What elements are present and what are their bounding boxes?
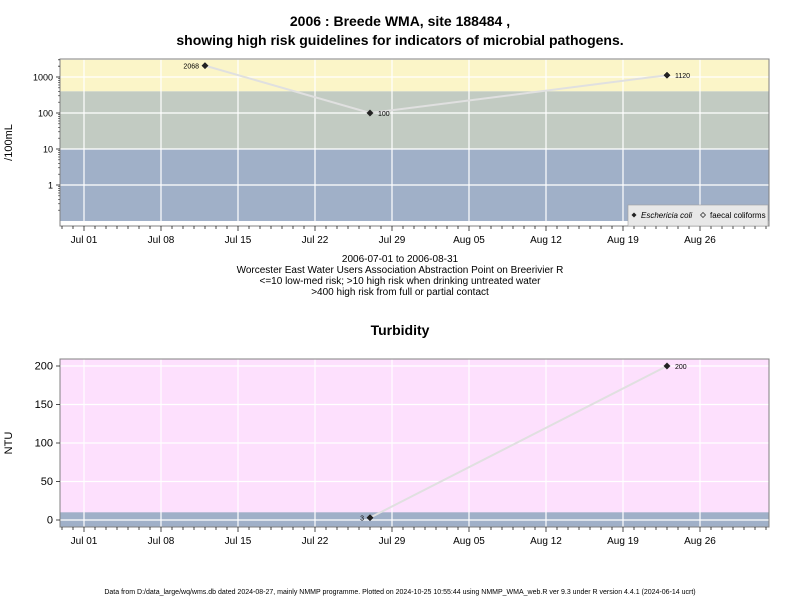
microbial-chart: Jul 01 Jul 08 Jul 15 Jul 22 Jul 29 Aug 05 Aug … [3, 58, 770, 246]
data-point [201, 62, 209, 70]
data-label: 1120 [675, 73, 690, 80]
data-point [663, 71, 671, 79]
y-tick-label: 1000 [33, 73, 53, 83]
x-tick-label: Aug 12 [530, 536, 562, 547]
y-tick-label: 100 [35, 438, 53, 450]
legend-marker-ecoli [631, 212, 637, 218]
plot-frame [59, 58, 770, 227]
data-point [663, 362, 671, 370]
x-tick-label: Aug 05 [453, 235, 485, 246]
footer-note: Data from D:/data_large/wq/wms.db dated … [104, 589, 696, 596]
data-label: 100 [378, 111, 390, 118]
data-label: 2068 [183, 64, 199, 71]
data-label: 3 [360, 516, 364, 523]
risk-band-1 [60, 91, 769, 149]
x-tick-label: Jul 29 [379, 235, 406, 246]
y-tick-label: 200 [35, 361, 53, 373]
x-tick-label: Jul 08 [148, 536, 175, 547]
legend-box [627, 204, 769, 227]
y-tick-label: 150 [35, 399, 53, 411]
y-tick-label: 1 [48, 181, 53, 191]
y-tick-label: 100 [38, 109, 53, 119]
x-tick-label: Jul 22 [302, 536, 329, 547]
x-tick-label: Aug 12 [530, 235, 562, 246]
data-point [366, 109, 374, 117]
risk-band-0 [60, 59, 769, 92]
caption-site: Worcester East Water Users Association A… [236, 265, 564, 276]
x-tick-label: Jul 01 [71, 536, 98, 547]
x-tick-label: Jul 15 [225, 536, 252, 547]
caption-contact-risk: >400 high risk from full or partial cont… [311, 287, 489, 298]
y-tick-label: 10 [43, 145, 53, 155]
legend-label-faecal: faecal coliforms [710, 211, 766, 220]
legend: Eschericia coli faecal coliforms [627, 204, 769, 227]
data-label: 200 [675, 364, 687, 371]
y-tick-label: 50 [41, 476, 53, 488]
caption-drinking-risk: <=10 low-med risk; >10 high risk when dr… [259, 276, 541, 287]
x-tick-label: Aug 19 [607, 235, 639, 246]
y-tick-label: 0 [47, 515, 53, 527]
x-tick-label: Jul 01 [71, 235, 98, 246]
legend-marker-faecal [700, 212, 706, 218]
legend-label-ecoli: Eschericia coli [641, 211, 692, 220]
y-axis-label: NTU [3, 432, 15, 455]
x-tick-label: Aug 26 [684, 235, 716, 246]
x-tick-label: Aug 19 [607, 536, 639, 547]
chart-title-line1: 2006 : Breede WMA, site 188484 , [289, 13, 511, 29]
x-tick-label: Jul 08 [148, 235, 175, 246]
series-line [369, 365, 668, 519]
chart-title-line2: showing high risk guidelines for indicat… [176, 32, 624, 48]
caption-date-range: 2006-07-01 to 2006-08-31 [341, 254, 459, 265]
x-tick-label: Jul 15 [225, 235, 252, 246]
x-tick-label: Aug 26 [684, 536, 716, 547]
turbidity-title: Turbidity [370, 322, 430, 338]
x-tick-label: Jul 22 [302, 235, 329, 246]
y-axis-label: /100mL [3, 124, 15, 161]
data-point [366, 514, 374, 522]
x-tick-label: Jul 29 [379, 536, 406, 547]
x-tick-label: Aug 05 [453, 536, 485, 547]
